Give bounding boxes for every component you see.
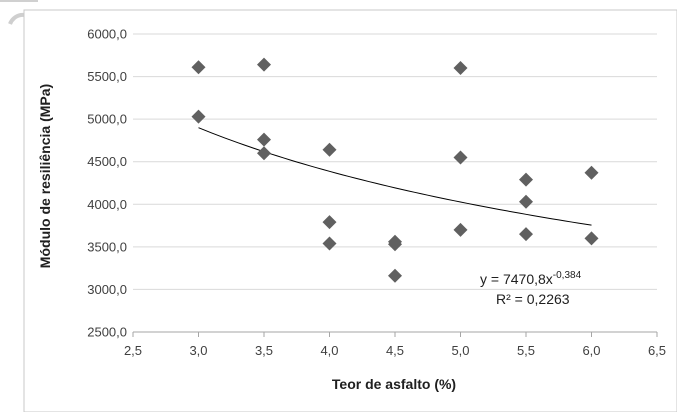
equation-exponent: -0,384	[553, 270, 582, 281]
y-tick-label: 4500,0	[87, 154, 127, 169]
data-point	[453, 61, 468, 76]
data-point	[322, 236, 337, 251]
x-tick-label: 6,0	[582, 343, 600, 358]
y-tick-label: 3000,0	[87, 282, 127, 297]
data-point	[453, 222, 468, 237]
data-point	[519, 194, 533, 209]
data-point	[191, 60, 206, 75]
data-points	[191, 57, 599, 283]
data-point	[257, 132, 271, 147]
x-tick-label: 6,5	[648, 343, 666, 358]
data-point	[519, 227, 533, 242]
trendline-equation: y = 7470,8x-0,384	[480, 270, 582, 287]
x-axis-title: Teor de asfalto (%)	[332, 376, 456, 392]
x-tick-label: 4,5	[386, 343, 404, 358]
data-point	[453, 150, 468, 165]
data-point	[519, 172, 533, 187]
y-tick-label: 3500,0	[87, 239, 127, 254]
data-point	[388, 237, 402, 252]
r-squared-label: R² = 0,2263	[496, 291, 570, 307]
x-tick-label: 2,5	[124, 343, 142, 358]
data-point	[584, 165, 599, 180]
data-point	[257, 57, 271, 72]
y-tick-label: 6000,0	[87, 27, 127, 42]
y-tick-label: 4000,0	[87, 197, 127, 212]
x-tick-label: 3,0	[189, 343, 207, 358]
x-tick-label: 5,5	[517, 343, 535, 358]
equation-prefix: y = 7470,8x	[480, 271, 553, 287]
y-axis-title: Módulo de resiliência (MPa)	[37, 84, 53, 268]
y-tick-label: 5500,0	[87, 69, 127, 84]
data-point	[584, 231, 599, 246]
y-axis-tick-labels: 2500,0 3000,0 3500,0 4000,0 4500,0 5000,0 5500…	[87, 27, 127, 340]
x-axis-tick-labels: 2,5 3,0 3,5 4,0 4,5 5,0 5,5 6,0 6,5	[124, 343, 666, 358]
data-point	[191, 109, 206, 124]
x-tick-label: 5,0	[451, 343, 469, 358]
data-point	[388, 268, 402, 283]
x-tick-label: 3,5	[255, 343, 273, 358]
y-tick-label: 5000,0	[87, 112, 127, 127]
data-point	[257, 146, 271, 161]
x-tick-label: 4,0	[320, 343, 338, 358]
data-point	[322, 142, 337, 157]
corner-decoration	[0, 0, 38, 2]
axes	[132, 331, 658, 337]
data-point	[322, 215, 337, 230]
y-tick-label: 2500,0	[87, 325, 127, 340]
